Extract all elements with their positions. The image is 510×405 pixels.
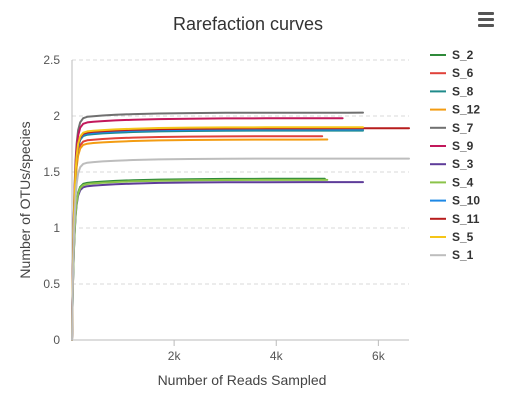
- grid-layer: [72, 59, 409, 285]
- legend-label: S_12: [452, 103, 480, 117]
- legend-item-s-10[interactable]: S_10: [430, 194, 480, 208]
- legend-item-s-11[interactable]: S_11: [430, 212, 480, 226]
- series-line-s-3[interactable]: [71, 181, 364, 341]
- y-tick-label: 1: [53, 221, 60, 235]
- y-tick-label: 0.5: [43, 277, 60, 291]
- legend-item-s-4[interactable]: S_4: [430, 175, 474, 189]
- series-line-s-4[interactable]: [71, 178, 329, 341]
- legend-label: S_9: [452, 139, 474, 153]
- legend-label: S_3: [452, 157, 474, 171]
- hamburger-menu-icon: [478, 12, 494, 15]
- legend-label: S_4: [452, 175, 474, 189]
- x-axis-label: Number of Reads Sampled: [158, 372, 327, 388]
- series-line-s-7[interactable]: [71, 111, 364, 341]
- legend-label: S_8: [452, 84, 474, 98]
- series-line-s-6[interactable]: [71, 135, 324, 341]
- legend-item-s-7[interactable]: S_7: [430, 121, 474, 135]
- legend-label: S_2: [452, 48, 474, 62]
- x-tick-label: 2k: [168, 349, 182, 363]
- y-tick-label: 2: [53, 109, 60, 123]
- legend-label: S_5: [452, 230, 474, 244]
- legend-item-s-9[interactable]: S_9: [430, 139, 474, 153]
- legend-label: S_10: [452, 194, 480, 208]
- series-layer: [71, 111, 410, 341]
- series-line-s-8[interactable]: [71, 129, 364, 341]
- series-line-s-9[interactable]: [71, 117, 344, 341]
- hamburger-menu-line: [478, 18, 494, 21]
- legend-item-s-3[interactable]: S_3: [430, 157, 474, 171]
- legend-item-s-6[interactable]: S_6: [430, 66, 474, 80]
- y-axis-label: Number of OTUs/species: [17, 121, 33, 278]
- series-line-s-1[interactable]: [71, 157, 410, 341]
- legend-item-s-2[interactable]: S_2: [430, 48, 474, 62]
- series-line-s-12[interactable]: [71, 138, 329, 341]
- chart-menu-button[interactable]: [472, 8, 498, 30]
- y-tick-label: 1.5: [43, 165, 60, 179]
- x-tick-label: 4k: [270, 349, 284, 363]
- legend-item-s-12[interactable]: S_12: [430, 103, 480, 117]
- y-tick-label: 2.5: [43, 53, 60, 67]
- legend-item-s-5[interactable]: S_5: [430, 230, 474, 244]
- legend-label: S_1: [452, 248, 474, 262]
- legend-item-s-8[interactable]: S_8: [430, 84, 474, 98]
- legend-label: S_7: [452, 121, 474, 135]
- y-tick-label: 0: [53, 333, 60, 347]
- legend[interactable]: S_2 S_6 S_8 S_12 S_7 S_9 S_3 S_4 S_10 S_11 S_5 S_1: [430, 48, 480, 262]
- legend-label: S_6: [452, 66, 474, 80]
- x-tick-label: 6k: [372, 349, 386, 363]
- legend-item-s-1[interactable]: S_1: [430, 248, 474, 262]
- legend-label: S_11: [452, 212, 480, 226]
- hamburger-menu-line: [478, 24, 494, 27]
- axes-layer: 0 0.5 1 1.5 2 2.5 2k 4k 6k: [43, 53, 409, 363]
- series-line-s-2[interactable]: [71, 177, 326, 341]
- chart-title: Rarefaction curves: [173, 14, 323, 34]
